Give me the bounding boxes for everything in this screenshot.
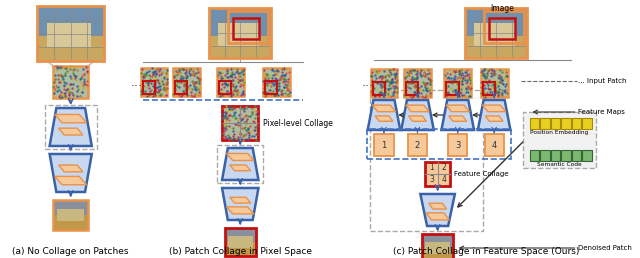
Polygon shape [483,105,506,112]
FancyBboxPatch shape [474,23,515,45]
FancyBboxPatch shape [54,215,88,230]
FancyBboxPatch shape [225,228,255,242]
Polygon shape [227,154,254,160]
Polygon shape [442,100,474,130]
FancyBboxPatch shape [218,23,259,45]
FancyBboxPatch shape [57,209,84,221]
FancyBboxPatch shape [47,22,91,47]
Polygon shape [230,197,251,203]
FancyBboxPatch shape [228,236,253,248]
FancyBboxPatch shape [422,248,453,258]
Text: Feature Maps: Feature Maps [579,109,625,115]
Text: 4: 4 [442,175,446,184]
Polygon shape [58,165,83,172]
FancyBboxPatch shape [523,112,596,168]
Text: Position Embedding: Position Embedding [530,130,588,135]
FancyBboxPatch shape [550,150,560,161]
Polygon shape [401,100,434,130]
Polygon shape [478,100,511,130]
FancyBboxPatch shape [540,118,550,129]
Polygon shape [230,165,251,171]
Polygon shape [408,116,426,121]
FancyBboxPatch shape [37,6,104,36]
FancyBboxPatch shape [444,69,471,97]
Polygon shape [58,128,83,135]
Polygon shape [367,100,400,130]
FancyBboxPatch shape [209,36,271,58]
Polygon shape [375,116,393,121]
FancyBboxPatch shape [404,69,431,97]
FancyBboxPatch shape [422,234,453,248]
Polygon shape [420,194,455,226]
FancyBboxPatch shape [209,8,271,36]
Polygon shape [55,176,86,185]
FancyBboxPatch shape [37,36,104,61]
Polygon shape [426,213,449,220]
Text: Feature Collage: Feature Collage [454,171,508,177]
Polygon shape [222,188,259,220]
Text: Image: Image [490,4,514,13]
FancyBboxPatch shape [217,68,244,96]
FancyBboxPatch shape [465,8,527,36]
Polygon shape [485,116,503,121]
Text: ... Input Patch: ... Input Patch [579,78,627,84]
Polygon shape [222,148,259,180]
Text: 4: 4 [492,141,497,149]
Polygon shape [50,108,92,146]
FancyBboxPatch shape [173,68,200,96]
Polygon shape [429,203,447,209]
Text: Denoised Patch: Denoised Patch [579,245,632,251]
Polygon shape [449,116,467,121]
FancyBboxPatch shape [54,200,88,215]
FancyBboxPatch shape [263,68,290,96]
FancyBboxPatch shape [561,118,571,129]
Text: ...: ... [131,76,143,88]
Text: (a) No Collage on Patches: (a) No Collage on Patches [12,247,129,256]
FancyBboxPatch shape [550,118,560,129]
FancyBboxPatch shape [529,118,539,129]
Text: 2: 2 [415,141,420,149]
FancyBboxPatch shape [529,150,539,161]
FancyBboxPatch shape [540,150,550,161]
Text: 2: 2 [442,164,446,173]
Polygon shape [446,105,469,112]
Polygon shape [50,154,92,192]
Text: 1: 1 [429,164,434,173]
FancyBboxPatch shape [572,118,581,129]
Text: (b) Patch Collage in Pixel Space: (b) Patch Collage in Pixel Space [169,247,312,256]
Polygon shape [406,105,429,112]
FancyBboxPatch shape [582,150,592,161]
Text: (c) Patch Collage in Feature Space (Ours): (c) Patch Collage in Feature Space (Ours… [394,247,580,256]
FancyBboxPatch shape [141,68,168,96]
FancyBboxPatch shape [222,106,259,140]
FancyBboxPatch shape [54,66,88,98]
FancyBboxPatch shape [561,150,571,161]
FancyBboxPatch shape [426,243,450,254]
Text: 3: 3 [455,141,460,149]
Text: ...: ... [362,77,374,90]
Polygon shape [227,207,254,214]
Text: 3: 3 [429,175,434,184]
FancyBboxPatch shape [225,242,255,256]
FancyBboxPatch shape [465,36,527,58]
Text: Semantic Code: Semantic Code [537,162,582,167]
FancyBboxPatch shape [408,134,427,156]
Text: Pixel-level Collage: Pixel-level Collage [263,118,333,127]
FancyBboxPatch shape [484,134,504,156]
FancyBboxPatch shape [371,69,397,97]
Polygon shape [372,105,396,112]
FancyBboxPatch shape [481,69,508,97]
FancyBboxPatch shape [572,150,581,161]
Polygon shape [55,115,86,123]
FancyBboxPatch shape [374,134,394,156]
Text: 1: 1 [381,141,387,149]
FancyBboxPatch shape [425,162,450,186]
FancyBboxPatch shape [448,134,467,156]
FancyBboxPatch shape [582,118,592,129]
